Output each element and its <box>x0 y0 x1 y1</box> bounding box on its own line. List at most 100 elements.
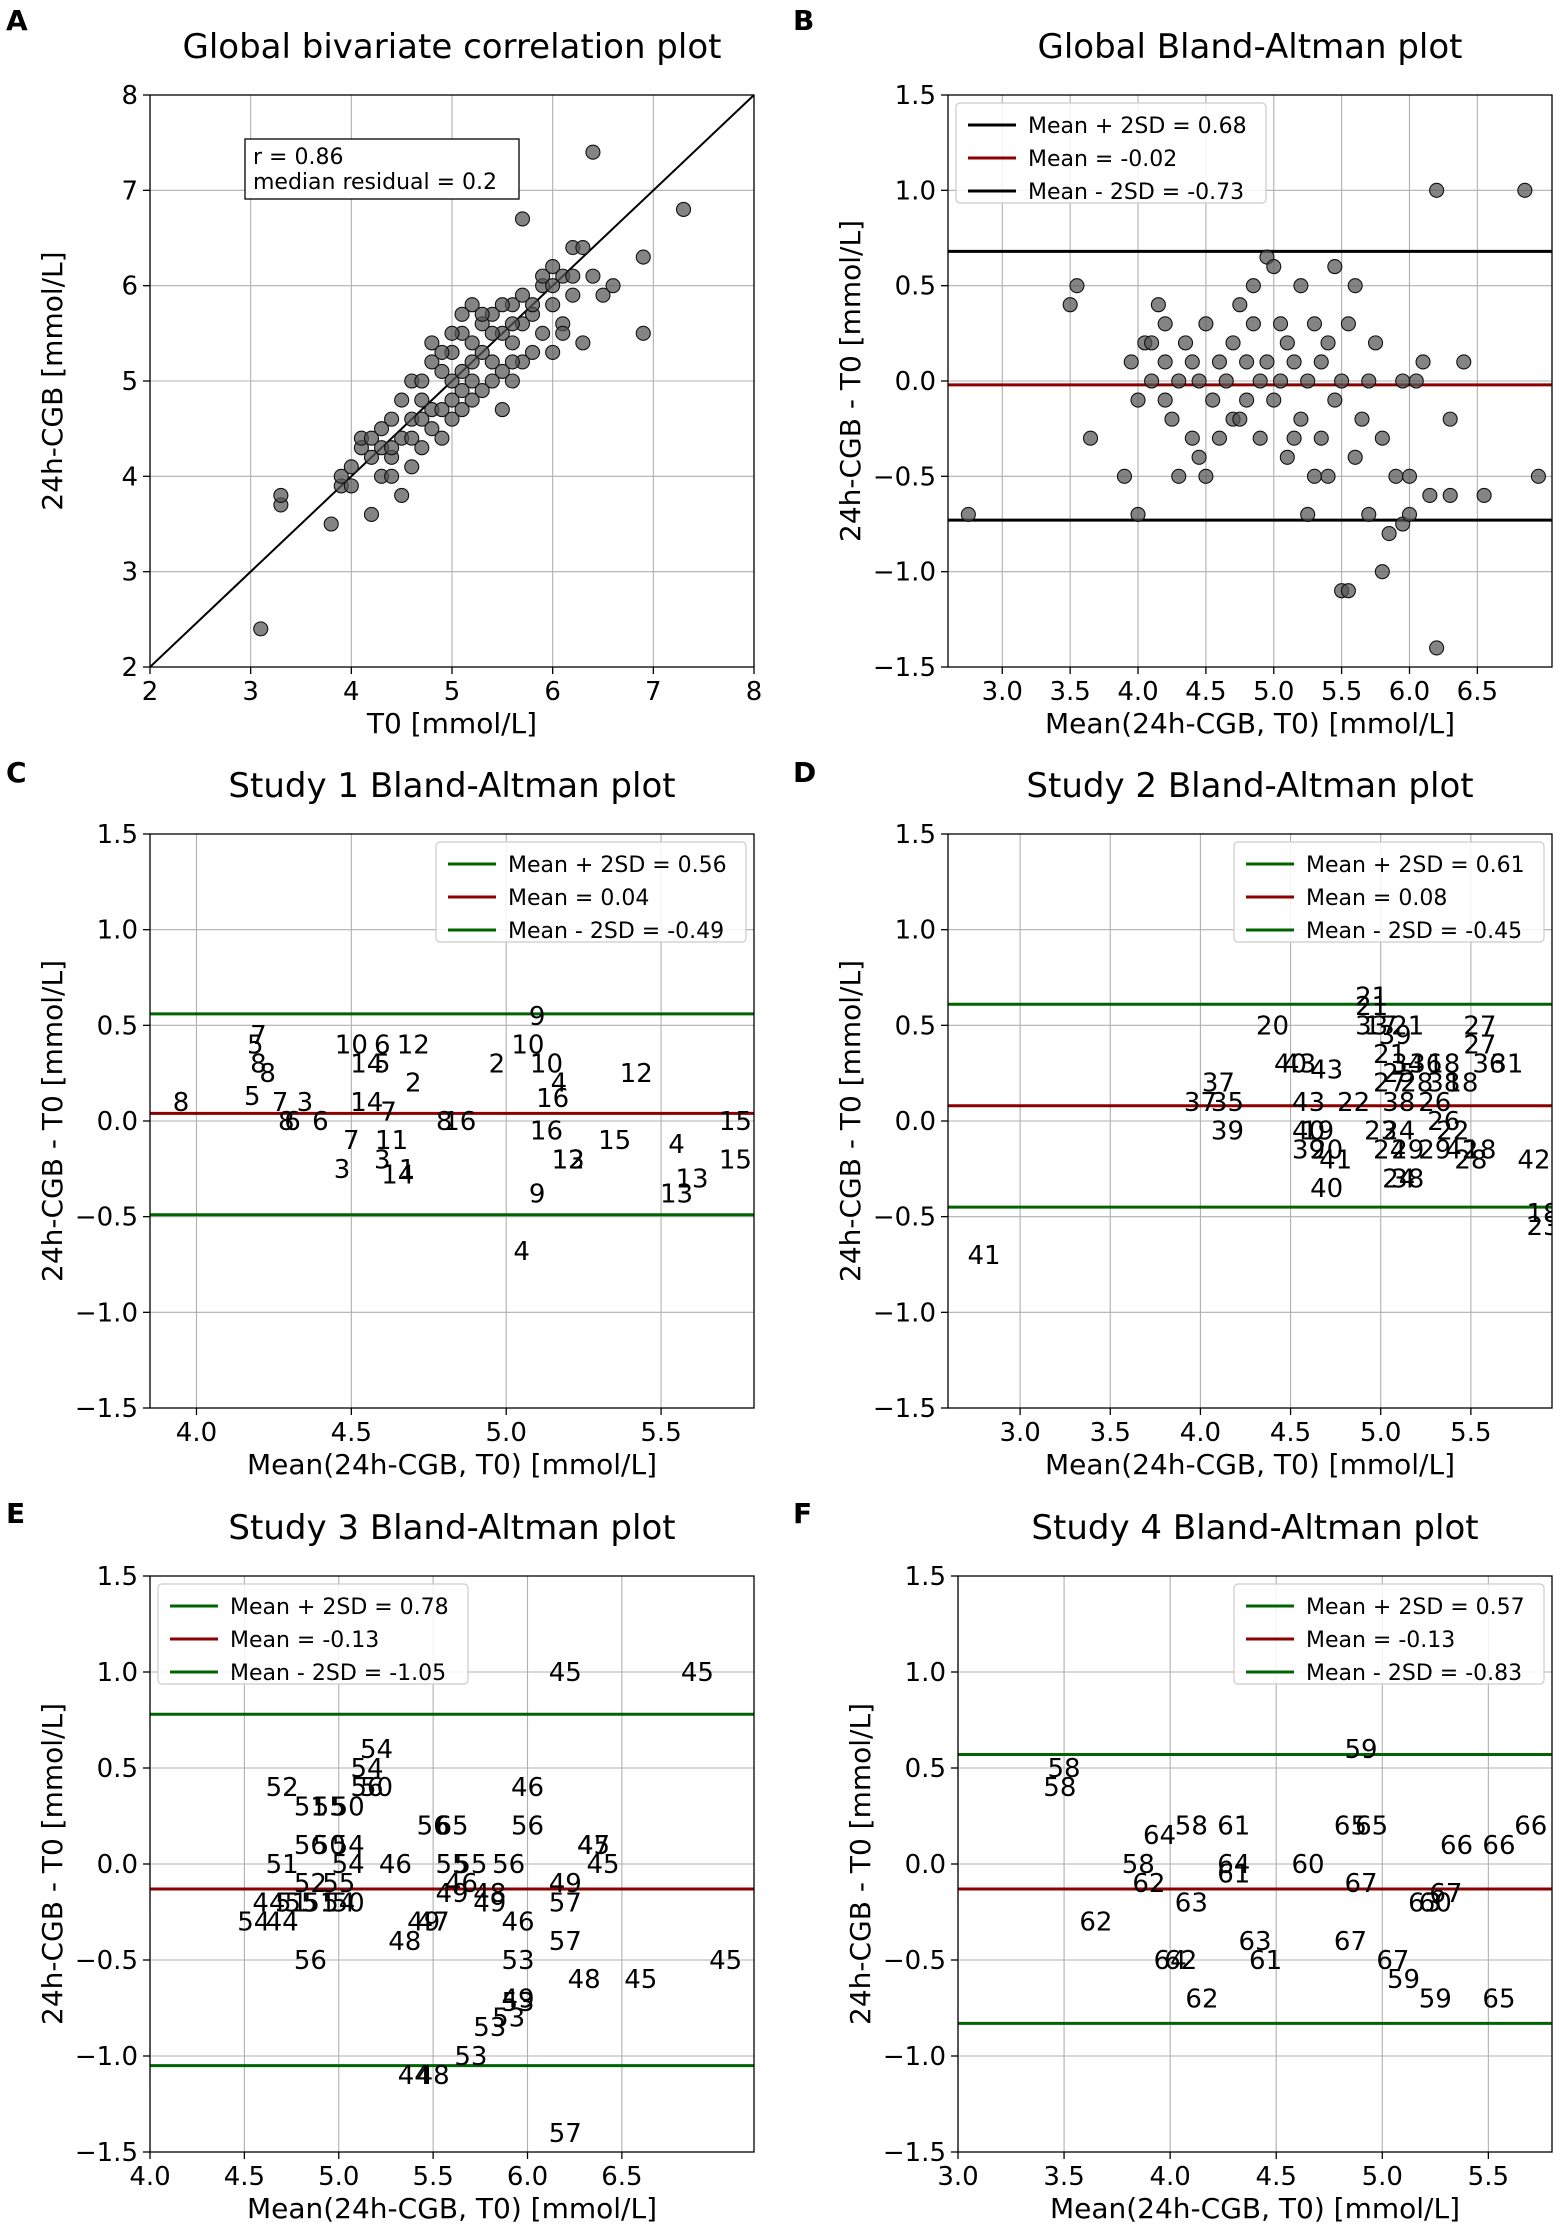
data-label: 45 <box>577 1831 610 1861</box>
data-label: 39 <box>1211 1117 1244 1147</box>
data-label: 45 <box>549 1658 582 1688</box>
data-label: 62 <box>1079 1908 1112 1938</box>
data-label: 47 <box>417 1908 450 1938</box>
data-label: 63 <box>1238 1927 1271 1957</box>
data-label: 22 <box>1337 1088 1370 1118</box>
data-point <box>434 402 450 418</box>
y-tick-label: −1.0 <box>75 1298 138 1328</box>
data-label: 8 <box>436 1107 453 1137</box>
data-label: 33 <box>1355 1011 1388 1041</box>
data-label: 34 <box>1391 1050 1424 1080</box>
data-point <box>494 297 510 313</box>
panel-title: Global bivariate correlation plot <box>183 27 722 67</box>
x-axis-label: Mean(24h-CGB, T0) [mmol/L] <box>247 1448 657 1481</box>
x-tick-label: 6.5 <box>601 2162 642 2192</box>
data-point <box>414 373 430 389</box>
data-point <box>1164 411 1180 427</box>
data-label: 50 <box>332 1888 365 1918</box>
x-tick-label: 3.5 <box>1049 677 1090 707</box>
x-tick-label: 4.0 <box>1117 677 1158 707</box>
data-point <box>1279 335 1295 351</box>
legend <box>955 102 1267 204</box>
data-point <box>384 411 400 427</box>
panel-letter: C <box>6 756 27 789</box>
data-point <box>504 335 520 351</box>
data-point <box>514 211 531 227</box>
data-point <box>1252 430 1268 446</box>
data-point <box>1306 316 1323 332</box>
data-label: 64 <box>1143 1821 1176 1851</box>
data-point <box>484 325 500 341</box>
y-tick-label: 1.0 <box>895 916 936 946</box>
data-label: 64 <box>1217 1850 1250 1880</box>
data-label: 51 <box>275 1888 308 1918</box>
data-point <box>444 411 460 427</box>
data-point <box>1422 487 1438 503</box>
data-point <box>414 392 430 408</box>
y-axis-label: 24h-CGB - T0 [mmol/L] <box>36 960 69 1282</box>
y-tick-label: −0.5 <box>75 1946 138 1976</box>
data-point <box>1239 392 1255 408</box>
data-label: 38 <box>1382 1088 1415 1118</box>
data-point <box>1184 430 1200 446</box>
data-point <box>273 487 289 503</box>
data-point <box>323 516 339 532</box>
data-point <box>1266 259 1282 275</box>
data-label: 50 <box>313 1831 346 1861</box>
data-point <box>1191 373 1207 389</box>
legend <box>157 1583 469 1685</box>
data-point <box>1361 506 1377 523</box>
legend <box>1233 841 1545 943</box>
data-point <box>504 354 520 370</box>
data-point <box>1401 468 1418 484</box>
data-label: 46 <box>445 1869 478 1899</box>
y-tick-label: 0.5 <box>895 272 936 302</box>
data-point <box>1381 525 1397 542</box>
data-label: 50 <box>360 1773 393 1803</box>
data-point <box>1211 354 1228 370</box>
data-label: 59 <box>1419 1984 1452 2014</box>
data-label: 28 <box>1454 1145 1487 1175</box>
data-label: 64 <box>1154 1946 1187 1976</box>
data-point <box>1530 468 1546 484</box>
data-label: 7 <box>343 1126 360 1156</box>
data-point <box>343 459 359 475</box>
y-tick-label: −1.5 <box>75 2138 138 2168</box>
x-tick-label: 5.0 <box>486 1418 527 1448</box>
x-axis-label: Mean(24h-CGB, T0) [mmol/L] <box>247 2192 657 2225</box>
legend-label: Mean = -0.13 <box>230 1628 379 1653</box>
data-label: 62 <box>1164 1946 1197 1976</box>
data-label: 60 <box>1291 1850 1324 1880</box>
data-point <box>343 478 359 494</box>
data-label: 15 <box>719 1145 752 1175</box>
data-label: 65 <box>1334 1812 1367 1842</box>
panel-e: E544444515551545051525554565054555052515… <box>6 1497 755 2225</box>
x-axis-label: Mean(24h-CGB, T0) [mmol/L] <box>1045 1448 1455 1481</box>
data-point <box>394 487 410 503</box>
data-point <box>535 325 551 341</box>
data-point <box>1266 392 1282 408</box>
data-label: 40 <box>1292 1117 1325 1147</box>
legend-label: Mean + 2SD = 0.57 <box>1306 1595 1525 1620</box>
data-point <box>444 392 460 408</box>
data-label: 12 <box>620 1059 653 1089</box>
panel-d: D413737353920404343434019392041402221213… <box>793 756 1553 1481</box>
y-tick-label: 1.5 <box>895 81 936 111</box>
data-label: 8 <box>173 1088 190 1118</box>
x-tick-label: 4.0 <box>129 2162 170 2192</box>
y-tick-label: −1.0 <box>873 1298 936 1328</box>
data-label: 4 <box>668 1130 685 1160</box>
data-label: 37 <box>1184 1088 1217 1118</box>
data-point <box>585 268 601 284</box>
data-label: 67 <box>1429 1879 1462 1909</box>
data-point <box>464 392 480 408</box>
data-label: 53 <box>502 1946 535 1976</box>
data-label: 40 <box>1310 1174 1343 1204</box>
data-point <box>1184 354 1200 370</box>
data-label: 29 <box>1418 1136 1451 1166</box>
data-label: 21 <box>1355 992 1388 1022</box>
data-label: 39 <box>1379 1021 1412 1051</box>
x-tick-label: 4.0 <box>1149 2162 1190 2192</box>
data-label: 27 <box>1373 1069 1406 1099</box>
data-point <box>545 344 561 360</box>
